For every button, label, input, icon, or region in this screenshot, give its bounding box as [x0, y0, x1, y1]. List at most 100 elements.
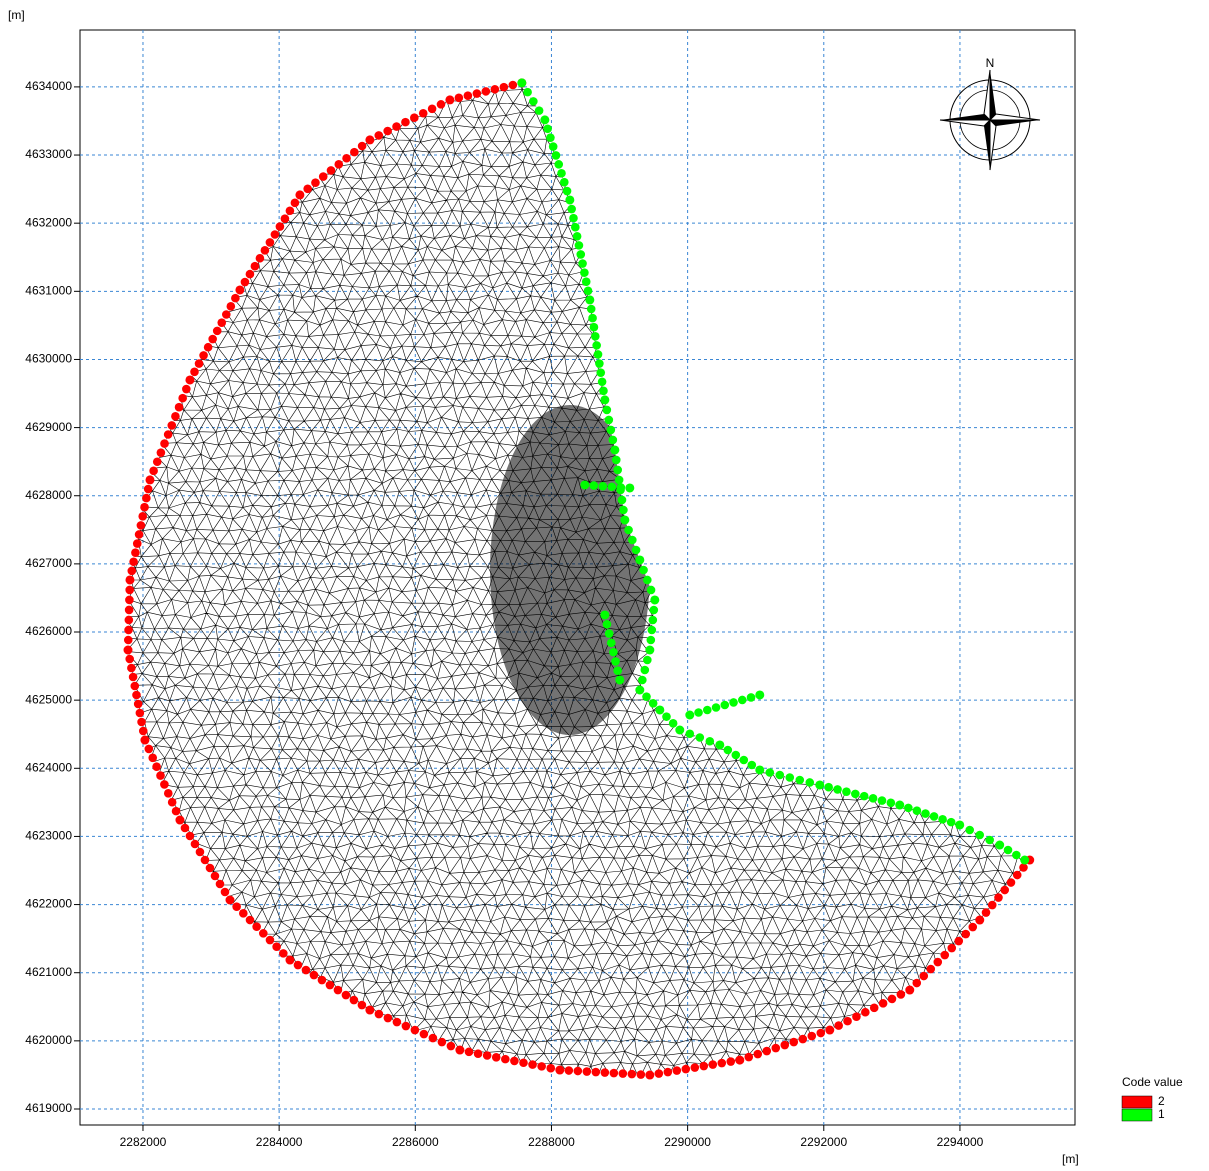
boundary-dot	[246, 916, 255, 925]
x-tick-label: 2292000	[800, 1135, 847, 1149]
boundary-dot	[438, 1038, 447, 1047]
boundary-dot	[482, 87, 491, 96]
boundary-dot	[624, 526, 633, 535]
boundary-dot	[573, 232, 582, 241]
boundary-dot	[842, 787, 851, 796]
boundary-dot	[712, 703, 721, 712]
boundary-dot	[186, 832, 195, 841]
boundary-dot	[571, 223, 580, 232]
boundary-dot	[132, 691, 141, 700]
boundary-dot	[824, 783, 833, 792]
boundary-node	[715, 740, 724, 749]
boundary-dot	[519, 1058, 528, 1067]
boundary-dot	[464, 91, 473, 100]
y-tick-label: 4621000	[25, 965, 72, 979]
boundary-dot	[501, 1055, 510, 1064]
boundary-dot	[168, 798, 177, 807]
boundary-dot	[129, 673, 138, 682]
boundary-dot	[603, 406, 612, 415]
boundary-dot	[124, 636, 133, 645]
boundary-dot	[374, 131, 383, 140]
boundary-dot	[628, 1070, 637, 1079]
boundary-dot	[350, 996, 359, 1005]
boundary-dot	[619, 506, 628, 515]
boundary-node	[615, 675, 624, 684]
boundary-dot	[961, 930, 970, 939]
y-tick-label: 4630000	[25, 352, 72, 366]
boundary-dot	[509, 81, 518, 90]
x-tick-label: 2284000	[256, 1135, 303, 1149]
boundary-dot	[208, 335, 217, 344]
boundary-dot	[557, 169, 566, 178]
boundary-dot	[609, 648, 618, 657]
boundary-dot	[167, 421, 176, 430]
boundary-dot	[319, 172, 328, 181]
boundary-dot	[318, 976, 327, 985]
boundary-dot	[747, 761, 756, 770]
boundary-dot	[706, 737, 715, 746]
boundary-dot	[599, 482, 608, 491]
page: {"chart_data": {"type": "scatter", "y_un…	[0, 0, 1209, 1171]
boundary-dot	[869, 794, 878, 803]
boundary-dot	[590, 481, 599, 490]
boundary-dot	[483, 1051, 492, 1060]
boundary-dot	[160, 780, 169, 789]
boundary-dot	[588, 314, 597, 323]
boundary-dot	[595, 359, 604, 368]
boundary-node	[955, 820, 964, 829]
boundary-dot	[947, 818, 956, 827]
boundary-dot	[195, 359, 204, 368]
boundary-dot	[615, 476, 624, 485]
y-tick-label: 4632000	[25, 215, 72, 229]
y-tick-label: 4620000	[25, 1033, 72, 1047]
legend-swatch	[1122, 1109, 1152, 1121]
boundary-dot	[232, 902, 241, 911]
boundary-dot	[411, 1026, 420, 1035]
boundary-node	[610, 445, 619, 454]
boundary-dot	[1012, 851, 1021, 860]
boundary-dot	[125, 586, 134, 595]
boundary-dot	[199, 351, 208, 360]
boundary-dot	[129, 557, 138, 566]
boundary-dot	[933, 958, 942, 967]
boundary-node	[1020, 856, 1029, 865]
boundary-dot	[523, 88, 532, 97]
boundary-dot	[178, 394, 187, 403]
boundary-dot	[171, 412, 180, 421]
boundary-dot	[643, 656, 652, 665]
boundary-dot	[605, 416, 614, 425]
boundary-dot	[638, 676, 647, 685]
boundary-dot	[609, 436, 618, 445]
boundary-dot	[221, 888, 230, 897]
boundary-dot	[628, 536, 637, 545]
boundary-dot	[227, 302, 236, 311]
boundary-dot	[196, 848, 205, 857]
boundary-dot	[201, 856, 210, 865]
x-tick-label: 2282000	[120, 1135, 167, 1149]
boundary-dot	[133, 539, 142, 548]
boundary-dot	[601, 1068, 610, 1077]
boundary-dot	[182, 385, 191, 394]
boundary-dot	[567, 205, 576, 214]
boundary-node	[815, 780, 824, 789]
boundary-dot	[131, 548, 140, 557]
boundary-dot	[276, 222, 285, 231]
x-tick-label: 2288000	[528, 1135, 575, 1149]
boundary-node	[295, 190, 304, 199]
boundary-dot	[216, 880, 225, 889]
boundary-dot	[870, 1003, 879, 1012]
boundary-dot	[375, 1010, 384, 1019]
boundary-dot	[271, 230, 280, 239]
boundary-dot	[592, 1068, 601, 1077]
boundary-dot	[596, 368, 605, 377]
boundary-dot	[576, 250, 585, 259]
boundary-dot	[565, 1066, 574, 1075]
boundary-dot	[879, 999, 888, 1008]
boundary-node	[365, 135, 374, 144]
boundary-dot	[647, 586, 656, 595]
boundary-dot	[662, 712, 671, 721]
boundary-dot	[594, 350, 603, 359]
y-tick-label: 4622000	[25, 897, 72, 911]
boundary-dot	[919, 972, 928, 981]
boundary-node	[905, 986, 914, 995]
